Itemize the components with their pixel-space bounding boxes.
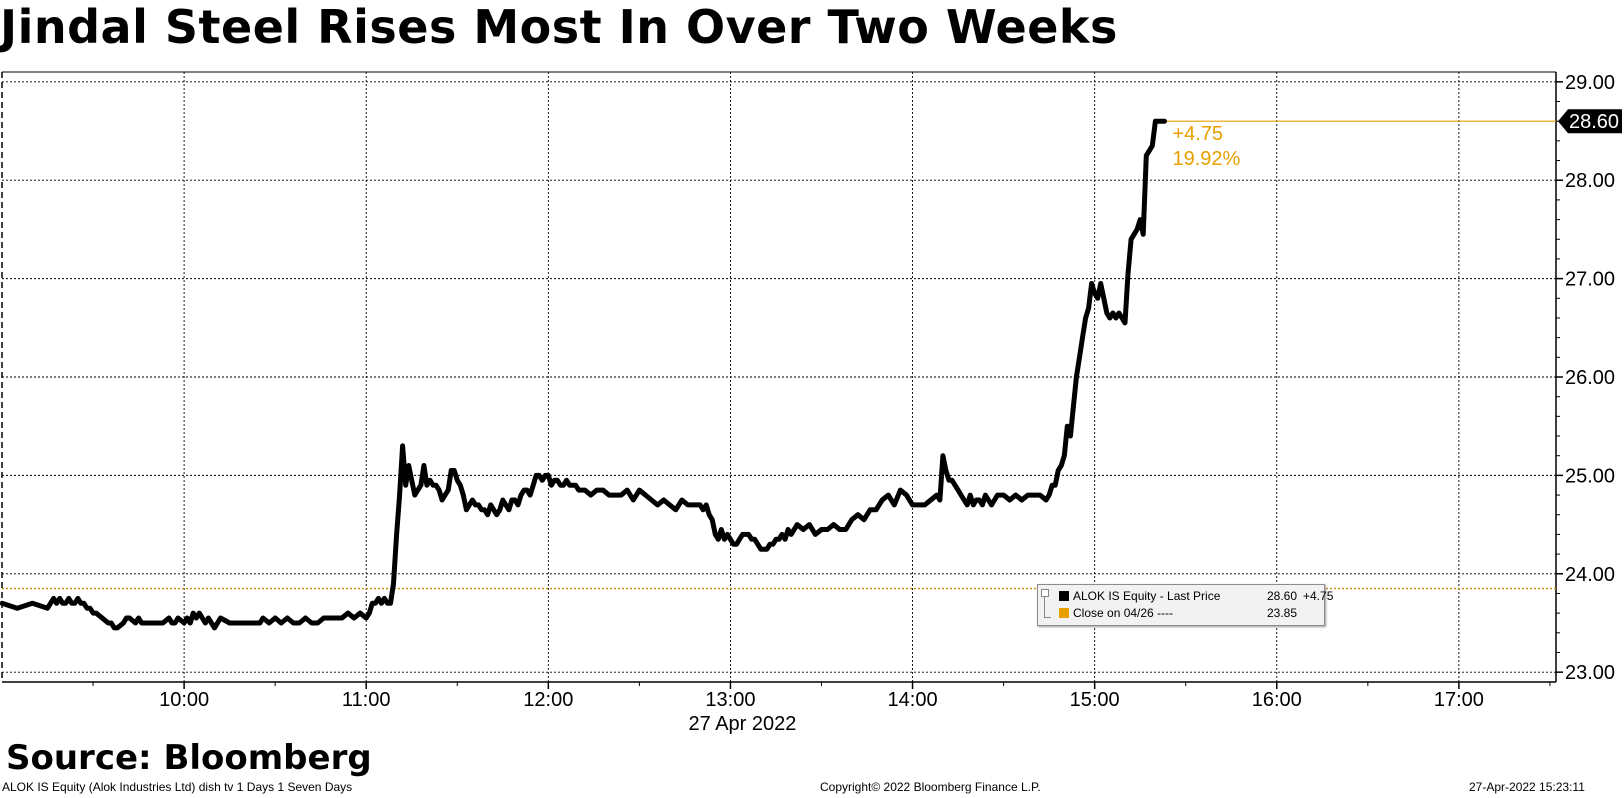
x-tick-label: 10:00 xyxy=(159,689,209,711)
chart-legend: ALOK IS Equity - Last Price 28.60 +4.75 … xyxy=(1037,584,1333,626)
x-tick-label: 16:00 xyxy=(1252,689,1302,711)
y-tick-label: 29.00 xyxy=(1565,72,1615,94)
change-percent-label: 19.92% xyxy=(1172,148,1240,170)
x-tick-label: 14:00 xyxy=(888,689,938,711)
last-price-tag xyxy=(1558,109,1622,134)
x-tick-label: 15:00 xyxy=(1070,689,1120,711)
legend-swatch-black xyxy=(1059,591,1069,601)
x-tick-label: 12:00 xyxy=(523,689,573,711)
chart-grid xyxy=(2,72,1556,682)
change-absolute-label: +4.75 xyxy=(1172,123,1223,145)
y-tick-label: 23.00 xyxy=(1565,662,1615,684)
source-label: Source: Bloomberg xyxy=(6,738,372,778)
legend-swatch-orange xyxy=(1059,608,1069,618)
y-tick-label: 28.00 xyxy=(1565,170,1615,192)
price-series-line xyxy=(0,118,1167,631)
footer-copyright: Copyright© 2022 Bloomberg Finance L.P. xyxy=(820,780,1041,794)
legend-close-value: 23.85 xyxy=(1267,606,1298,620)
footer-timestamp: 27-Apr-2022 15:23:11 xyxy=(1469,780,1585,794)
legend-row-last-price: ALOK IS Equity - Last Price 28.60 +4.75 xyxy=(1059,588,1333,604)
y-axis-labels: 23.00 24.00 25.00 26.00 27.00 28.00 29.00 xyxy=(1565,72,1615,684)
footer-ticker-description: ALOK IS Equity (Alok Industries Ltd) dis… xyxy=(2,780,353,794)
legend-series-name: ALOK IS Equity - Last Price xyxy=(1073,589,1221,603)
legend-change-value: +4.75 xyxy=(1303,589,1334,603)
legend-last-value: 28.60 xyxy=(1267,589,1298,603)
x-tick-label: 13:00 xyxy=(705,689,755,711)
chart-axes xyxy=(1,71,1563,689)
price-points xyxy=(2,121,1165,628)
y-tick-label: 26.00 xyxy=(1565,367,1615,389)
legend-row-close: Close on 04/26 ---- 23.85 xyxy=(1059,605,1297,621)
legend-close-name: Close on 04/26 ---- xyxy=(1073,606,1174,620)
x-axis-labels: 10:00 11:00 12:00 13:00 14:00 15:00 16:00 17:00 xyxy=(159,689,1484,711)
x-axis-date-label: 27 Apr 2022 xyxy=(689,713,797,735)
legend-tree-icon xyxy=(1041,589,1051,618)
x-tick-label: 17:00 xyxy=(1434,689,1484,711)
chart-title: Jindal Steel Rises Most In Over Two Week… xyxy=(0,0,1118,54)
x-tick-label: 11:00 xyxy=(342,689,391,711)
y-tick-label: 25.00 xyxy=(1565,465,1615,487)
last-price-tag-label: 28.60 xyxy=(1569,111,1619,133)
y-tick-label: 27.00 xyxy=(1565,269,1615,291)
y-tick-label: 24.00 xyxy=(1565,564,1615,586)
